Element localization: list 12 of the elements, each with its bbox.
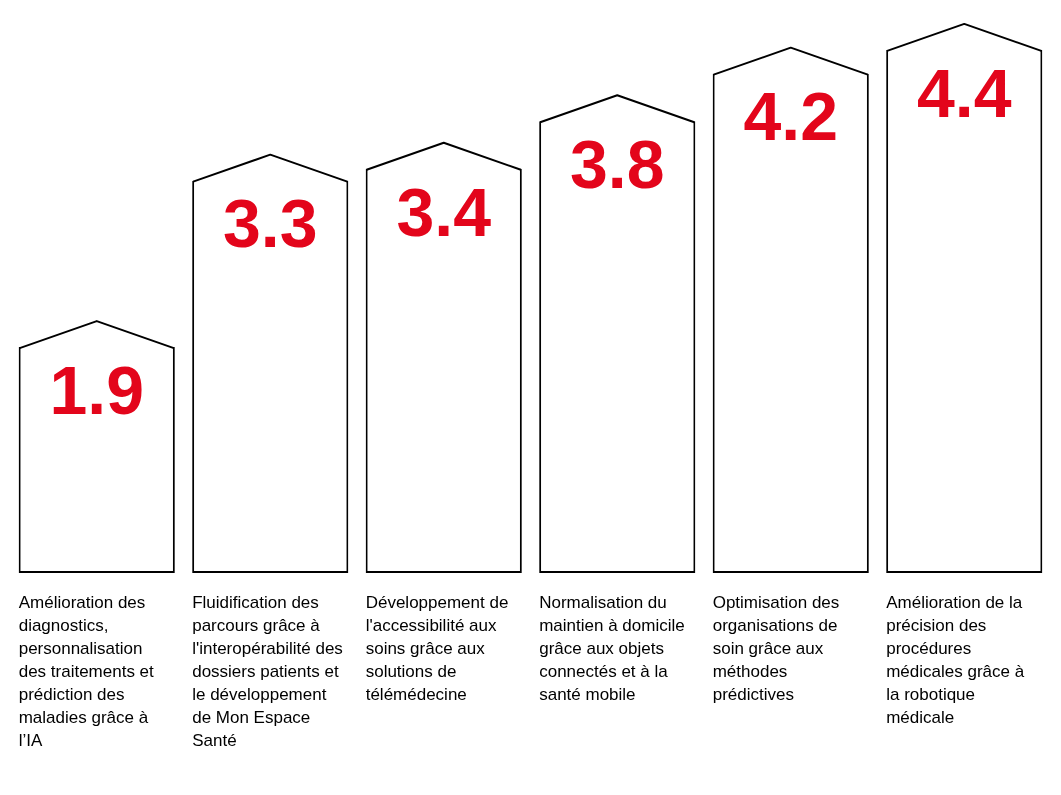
data-label: 3.3: [222, 185, 318, 262]
x-tick-label: Développement de l'accessibilité aux soins grâce aux solutions de télémédecine: [365, 593, 509, 705]
x-tick-label: Optimisation des organisations de soin grâce aux méthodes prédictives: [712, 593, 840, 705]
data-label: 3.4: [396, 173, 492, 250]
data-label: 4.4: [916, 54, 1012, 131]
x-tick-label: Normalisation du maintien à domicile grâce aux objets connectés et à la santé mobile: [539, 593, 685, 705]
data-label: 1.9: [49, 351, 145, 428]
x-tick-label: Fluidification des parcours grâce à l'interopérabilité des dossiers patients et le développement de Mon Espace Santé: [192, 593, 343, 751]
x-tick-label: Amélioration des diagnostics, personnalisation des traitements et prédiction des maladies grâce à l’IA: [18, 593, 155, 751]
data-label: 3.8: [569, 125, 665, 202]
x-tick-label: Amélioration de la précision des procédures médicales grâce à la robotique médicale: [886, 593, 1025, 728]
data-label: 4.2: [743, 78, 839, 155]
